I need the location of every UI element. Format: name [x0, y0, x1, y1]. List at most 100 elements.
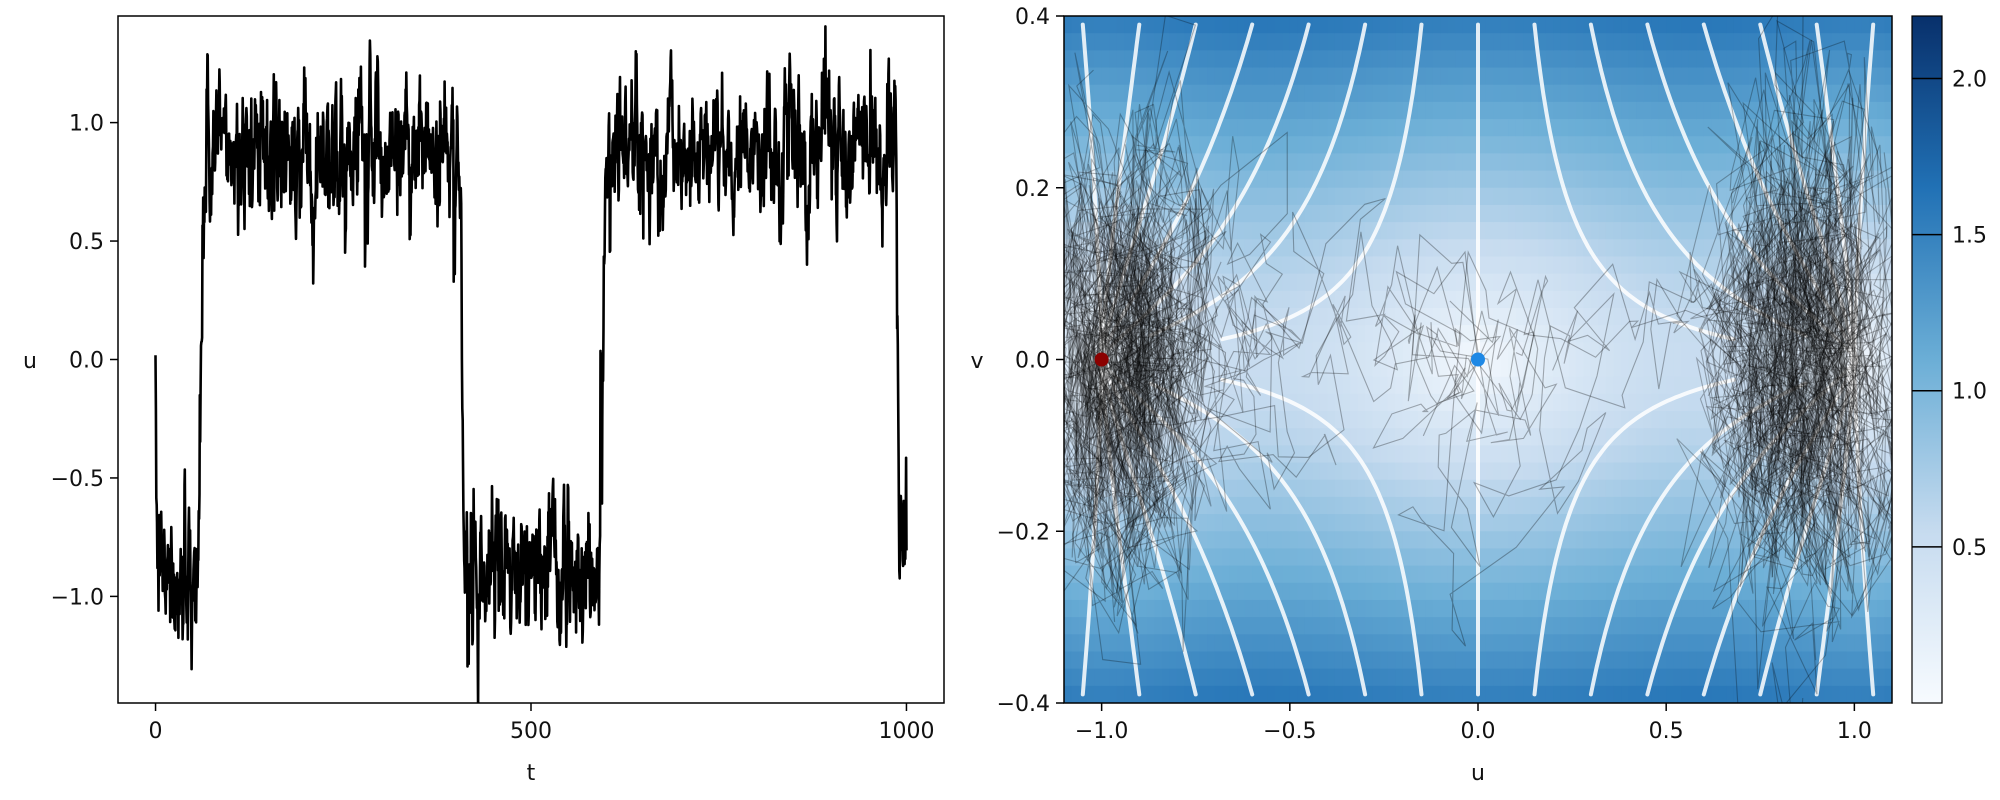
heatmap-cell [1229, 67, 1238, 86]
heatmap-cell [1711, 445, 1720, 464]
heatmap-cell [1530, 479, 1539, 498]
heatmap-cell [1071, 617, 1080, 635]
heatmap-cell [1312, 290, 1321, 309]
heatmap-cell [1523, 634, 1532, 653]
heatmap-cell [1229, 119, 1238, 137]
heatmap-cell [1605, 307, 1615, 326]
heatmap-cell [1372, 428, 1381, 446]
heatmap-cell [1831, 204, 1840, 223]
heatmap-cell [1636, 514, 1645, 532]
heatmap-cell [1681, 548, 1690, 567]
heatmap-cell [1485, 428, 1494, 446]
heatmap-cell [1191, 101, 1201, 120]
heatmap-cell [1493, 325, 1502, 343]
heatmap-cell [1861, 685, 1871, 703]
heatmap-cell [1214, 359, 1223, 378]
heatmap-cell [1801, 153, 1810, 172]
heatmap-cell [1327, 376, 1336, 395]
heatmap-cell [1274, 428, 1283, 446]
heatmap-cell [1816, 582, 1825, 601]
trajectory-line [1128, 233, 1302, 522]
heatmap-cell [1590, 84, 1600, 103]
heatmap-cell [1455, 393, 1464, 412]
heatmap-cell [1229, 462, 1238, 481]
heatmap-cell [1809, 582, 1818, 601]
heatmap-cell [1553, 617, 1562, 635]
heatmap-cell [1259, 634, 1268, 653]
heatmap-cell [1101, 170, 1110, 189]
heatmap-cell [1500, 445, 1509, 464]
heatmap-cell [1568, 84, 1577, 103]
heatmap-cell [1387, 101, 1396, 120]
colorbar-tick-label: 1.5 [1952, 224, 1987, 249]
heatmap-cell [1274, 496, 1283, 515]
heatmap-cell [1229, 187, 1238, 206]
heatmap-cell [1794, 514, 1803, 532]
heatmap-cell [1222, 136, 1231, 155]
heatmap-cell [1161, 153, 1170, 172]
heatmap-cell [1590, 411, 1600, 429]
heatmap-cell [1779, 668, 1788, 687]
heatmap-cell [1169, 290, 1178, 309]
heatmap-cell [1365, 496, 1374, 515]
heatmap-cell [1478, 290, 1487, 309]
heatmap-cell [1462, 445, 1472, 464]
heatmap-cell [1696, 50, 1705, 69]
heatmap-cell [1876, 514, 1886, 532]
heatmap-cell [1816, 565, 1825, 584]
heatmap-cell [1560, 222, 1569, 240]
heatmap-cell [1447, 411, 1457, 429]
heatmap-cell [1064, 307, 1073, 326]
heatmap-cell [1432, 393, 1441, 412]
heatmap-cell [1756, 582, 1765, 601]
heatmap-cell [1748, 325, 1758, 343]
heatmap-cell [1282, 50, 1291, 69]
heatmap-cell [1530, 50, 1539, 69]
heatmap-cell [1417, 170, 1426, 189]
heatmap-cell [1530, 204, 1539, 223]
heatmap-cell [1523, 445, 1532, 464]
heatmap-cell [1417, 359, 1426, 378]
heatmap-cell [1470, 273, 1479, 292]
heatmap-cell [1380, 307, 1389, 326]
heatmap-cell [1575, 582, 1584, 601]
heatmap-cell [1334, 514, 1344, 532]
heatmap-cell [1131, 599, 1140, 618]
heatmap-cell [1440, 307, 1449, 326]
heatmap-cell [1681, 565, 1690, 584]
heatmap-cell [1673, 16, 1682, 34]
heatmap-cell [1402, 548, 1411, 567]
heatmap-cell [1342, 617, 1351, 635]
heatmap-cell [1297, 479, 1306, 498]
heatmap-cell [1703, 565, 1712, 584]
heatmap-cell [1703, 514, 1712, 532]
heatmap-cell [1432, 531, 1441, 550]
heatmap-cell [1733, 342, 1743, 361]
heatmap-cell [1839, 342, 1848, 361]
heatmap-cell [1244, 428, 1253, 446]
heatmap-cell [1267, 359, 1276, 378]
heatmap-cell [1703, 548, 1712, 567]
heatmap-cell [1297, 136, 1306, 155]
heatmap-cell [1696, 582, 1705, 601]
heatmap-cell [1297, 239, 1306, 258]
heatmap-cell [1222, 411, 1231, 429]
heatmap-cell [1696, 307, 1705, 326]
heatmap-cell [1846, 136, 1855, 155]
heatmap-cell [1184, 376, 1193, 395]
heatmap-cell [1553, 599, 1562, 618]
colorbar-gradient [1911, 15, 1943, 704]
heatmap-cell [1869, 153, 1878, 172]
heatmap-cell [1387, 411, 1396, 429]
heatmap-cell [1101, 119, 1110, 137]
heatmap-cell [1658, 239, 1667, 258]
trajectory-line [1064, 144, 1218, 628]
heatmap-cell [1583, 290, 1592, 309]
colorbar-tick-label: 0.5 [1952, 536, 1987, 561]
heatmap-cell [1831, 376, 1840, 395]
heatmap-cell [1440, 496, 1449, 515]
heatmap-cell [1598, 359, 1607, 378]
heatmap-cell [1884, 273, 1892, 292]
heatmap-cell [1478, 479, 1487, 498]
heatmap-cell [1350, 290, 1359, 309]
